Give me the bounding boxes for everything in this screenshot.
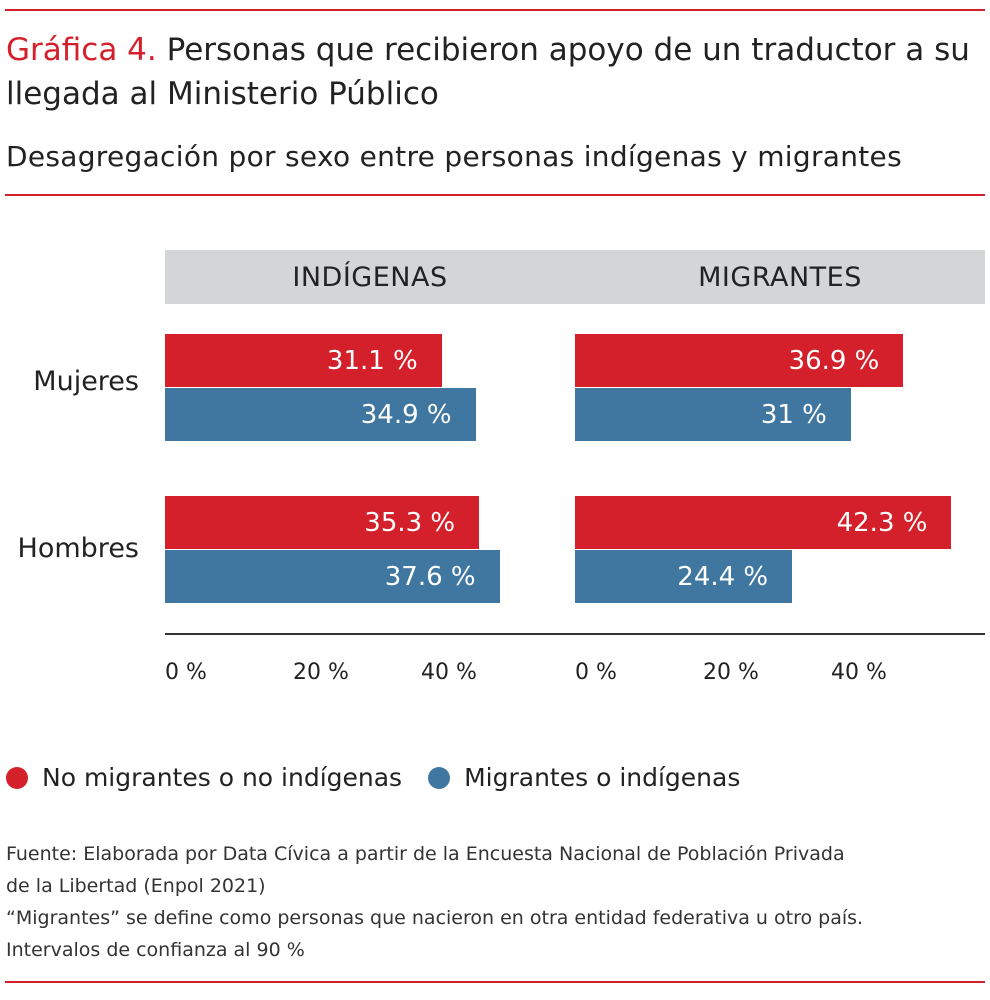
bar-indígenas-hombres-no-group: 35.3 %: [165, 496, 480, 549]
bar-value-label: 34.9 %: [360, 399, 452, 430]
row-label-hombres: Hombres: [17, 533, 139, 564]
bar-value-label: 24.4 %: [677, 561, 769, 592]
bar-value-label: 42.3 %: [836, 507, 928, 538]
footnotes: Fuente: Elaborada por Data Cívica a part…: [6, 838, 863, 966]
bar-value-label: 36.9 %: [788, 345, 880, 376]
x-tick-label: 0 %: [575, 660, 617, 685]
top-rule: [5, 9, 985, 11]
bar-value-label: 37.6 %: [384, 561, 476, 592]
bottom-rule: [5, 981, 985, 983]
chart-title: Gráfica 4. Personas que recibieron apoyo…: [6, 28, 981, 116]
footnote-line: de la Libertad (Enpol 2021): [6, 875, 266, 897]
x-tick-label: 20 %: [703, 660, 759, 685]
x-axis-line: [165, 633, 985, 635]
footnote-line: Intervalos de confianza al 90 %: [6, 939, 305, 961]
row-label-mujeres: Mujeres: [33, 366, 139, 397]
legend: No migrantes o no indígenas Migrantes o …: [6, 763, 740, 792]
chart-subtitle: Desagregación por sexo entre personas in…: [6, 140, 902, 173]
footnote-line: “Migrantes” se define como personas que …: [6, 907, 864, 929]
x-tick-label: 40 %: [421, 660, 477, 685]
panel-header-migrantes: MIGRANTES: [575, 250, 985, 304]
bar-indígenas-hombres-group: 37.6 %: [165, 550, 500, 603]
bar-value-label: 31.1 %: [326, 345, 418, 376]
x-tick-label: 0 %: [165, 660, 207, 685]
x-tick-label: 20 %: [293, 660, 349, 685]
legend-label-group: Migrantes o indígenas: [464, 763, 741, 792]
legend-blue-dot-icon: [428, 766, 451, 789]
chart-title-text: Personas que recibieron apoyo de un trad…: [6, 32, 970, 112]
bar-value-label: 35.3 %: [364, 507, 456, 538]
chart-number: Gráfica 4.: [6, 32, 157, 68]
bar-indígenas-mujeres-group: 34.9 %: [165, 388, 476, 441]
legend-label-no-group: No migrantes o no indígenas: [42, 763, 403, 792]
footnote-line: Fuente: Elaborada por Data Cívica a part…: [6, 843, 845, 865]
legend-red-dot-icon: [6, 766, 28, 789]
title-rule: [5, 194, 985, 196]
bar-migrantes-hombres-group: 24.4 %: [575, 550, 793, 603]
bar-value-label: 31 %: [760, 399, 827, 430]
x-tick-label: 40 %: [831, 660, 887, 685]
bar-indígenas-mujeres-no-group: 31.1 %: [165, 334, 442, 387]
bar-migrantes-mujeres-no-group: 36.9 %: [575, 334, 904, 387]
bar-migrantes-mujeres-group: 31 %: [575, 388, 851, 441]
bar-migrantes-hombres-no-group: 42.3 %: [575, 496, 952, 549]
panel-header-indigenas: INDÍGENAS: [165, 250, 575, 304]
